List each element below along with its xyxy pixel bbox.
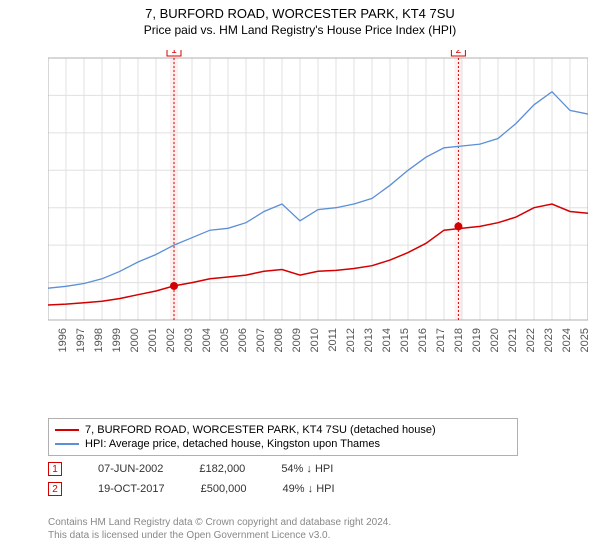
- sale-pct: 49% ↓ HPI: [283, 483, 335, 495]
- legend-swatch: [55, 443, 79, 445]
- svg-text:2015: 2015: [399, 328, 411, 352]
- svg-text:1998: 1998: [93, 328, 105, 352]
- sale-price: £182,000: [199, 463, 245, 475]
- svg-text:2009: 2009: [291, 328, 303, 352]
- svg-text:2022: 2022: [525, 328, 537, 352]
- page-subtitle: Price paid vs. HM Land Registry's House …: [0, 23, 600, 37]
- svg-text:2008: 2008: [273, 328, 285, 352]
- svg-text:1996: 1996: [57, 328, 69, 352]
- svg-text:2011: 2011: [327, 328, 339, 352]
- legend-swatch: [55, 429, 79, 431]
- table-row: 1 07-JUN-2002 £182,000 54% ↓ HPI: [48, 462, 335, 476]
- page-title: 7, BURFORD ROAD, WORCESTER PARK, KT4 7SU: [0, 6, 600, 21]
- legend: 7, BURFORD ROAD, WORCESTER PARK, KT4 7SU…: [48, 418, 518, 456]
- svg-text:1999: 1999: [111, 328, 123, 352]
- svg-text:2000: 2000: [129, 328, 141, 352]
- legend-label: 7, BURFORD ROAD, WORCESTER PARK, KT4 7SU…: [85, 424, 436, 436]
- svg-text:2010: 2010: [309, 328, 321, 352]
- svg-text:1997: 1997: [75, 328, 87, 352]
- svg-text:2003: 2003: [183, 328, 195, 352]
- svg-text:2021: 2021: [507, 328, 519, 352]
- svg-text:2016: 2016: [417, 328, 429, 352]
- sales-table: 1 07-JUN-2002 £182,000 54% ↓ HPI 2 19-OC…: [48, 462, 335, 502]
- svg-text:2002: 2002: [165, 328, 177, 352]
- sale-price: £500,000: [201, 483, 247, 495]
- price-chart: £0£200K£400K£600K£800K£1M£1.2M£1.4M19951…: [48, 50, 588, 370]
- svg-text:2019: 2019: [471, 328, 483, 352]
- sale-date: 07-JUN-2002: [98, 463, 163, 475]
- sale-pct: 54% ↓ HPI: [281, 463, 333, 475]
- svg-text:1: 1: [171, 50, 177, 56]
- svg-text:2012: 2012: [345, 328, 357, 352]
- svg-text:2: 2: [456, 50, 462, 56]
- legend-label: HPI: Average price, detached house, King…: [85, 438, 380, 450]
- svg-text:2018: 2018: [453, 328, 465, 352]
- sale-marker-icon: 1: [48, 462, 62, 476]
- svg-text:2023: 2023: [543, 328, 555, 352]
- footer-line: Contains HM Land Registry data © Crown c…: [48, 516, 391, 529]
- svg-text:2013: 2013: [363, 328, 375, 352]
- footer: Contains HM Land Registry data © Crown c…: [48, 516, 391, 542]
- table-row: 2 19-OCT-2017 £500,000 49% ↓ HPI: [48, 482, 335, 496]
- svg-text:2006: 2006: [237, 328, 249, 352]
- svg-text:2007: 2007: [255, 328, 267, 352]
- svg-text:2020: 2020: [489, 328, 501, 352]
- svg-text:2005: 2005: [219, 328, 231, 352]
- svg-text:2017: 2017: [435, 328, 447, 352]
- sale-marker-icon: 2: [48, 482, 62, 496]
- legend-item: HPI: Average price, detached house, King…: [55, 437, 511, 451]
- svg-text:2014: 2014: [381, 328, 393, 352]
- svg-text:1995: 1995: [48, 328, 51, 352]
- svg-text:2025: 2025: [579, 328, 588, 352]
- svg-text:2001: 2001: [147, 328, 159, 352]
- svg-text:2024: 2024: [561, 328, 573, 352]
- footer-line: This data is licensed under the Open Gov…: [48, 529, 391, 542]
- sale-date: 19-OCT-2017: [98, 483, 165, 495]
- legend-item: 7, BURFORD ROAD, WORCESTER PARK, KT4 7SU…: [55, 423, 511, 437]
- svg-text:2004: 2004: [201, 328, 213, 352]
